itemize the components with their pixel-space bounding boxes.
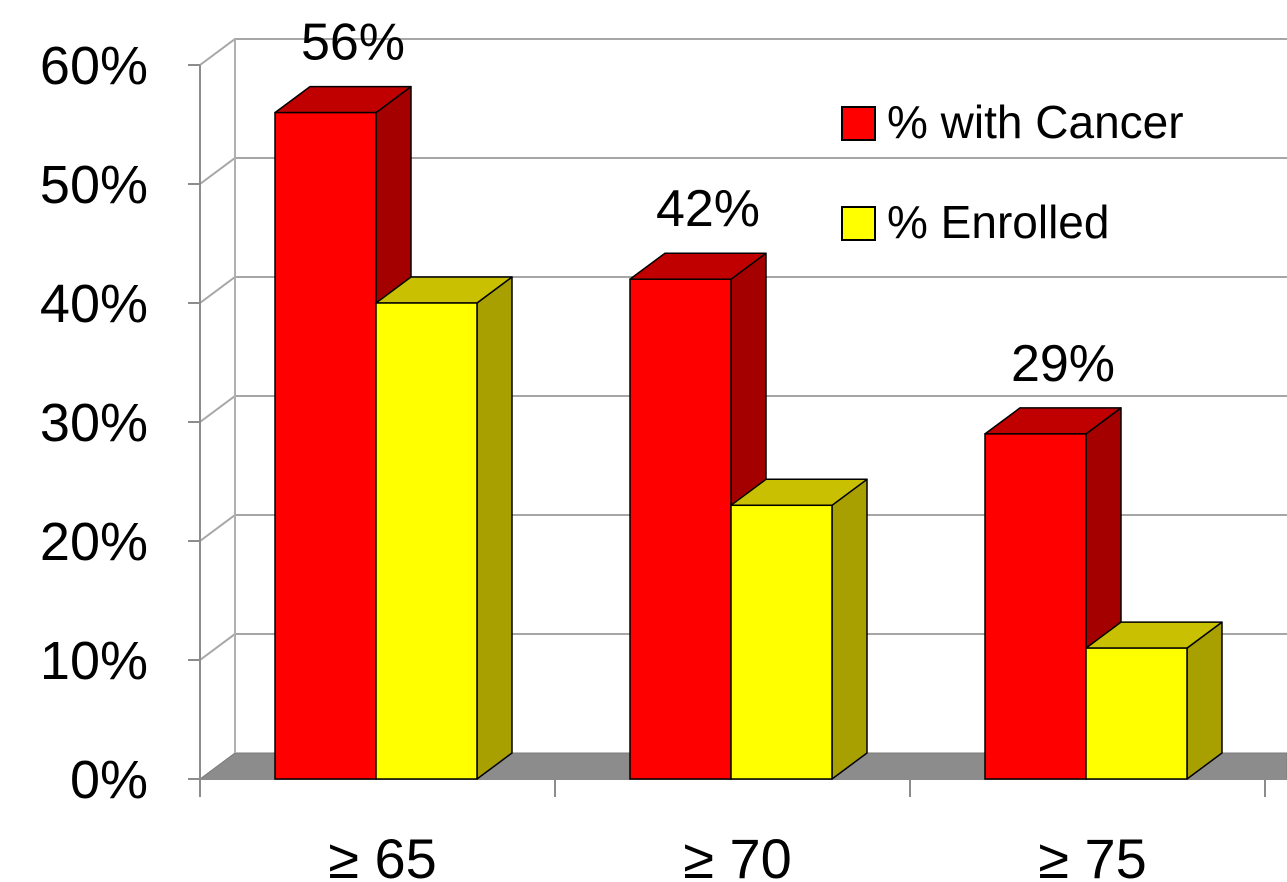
y-tick-labels: 0% 10% 20% 30% 40% 50% 60% bbox=[40, 36, 148, 810]
bar bbox=[730, 504, 833, 780]
legend-swatch bbox=[841, 106, 876, 141]
x-category-label: ≥ 70 bbox=[683, 827, 792, 882]
bar-side bbox=[1186, 621, 1223, 780]
y-tick-label: 10% bbox=[40, 631, 148, 691]
y-tick-label: 30% bbox=[40, 393, 148, 453]
bar-side bbox=[476, 276, 513, 780]
bar bbox=[274, 111, 377, 780]
data-label: 29% bbox=[1011, 335, 1115, 393]
y-tick-label: 20% bbox=[40, 512, 148, 572]
x-category-label: ≥ 75 bbox=[1038, 827, 1147, 882]
bar bbox=[984, 433, 1087, 780]
legend-label: % with Cancer bbox=[887, 96, 1184, 148]
bar-side bbox=[831, 478, 868, 780]
data-labels: 56% 42% 29% bbox=[301, 14, 1115, 393]
bars bbox=[274, 85, 1223, 780]
y-tick-label: 60% bbox=[40, 36, 148, 96]
data-label: 42% bbox=[656, 180, 760, 238]
x-category-labels: ≥ 65 ≥ 70 ≥ 75 bbox=[328, 827, 1147, 882]
bar bbox=[1085, 647, 1188, 780]
bar bbox=[629, 278, 732, 780]
legend-label: % Enrolled bbox=[887, 196, 1109, 248]
legend: % with Cancer % Enrolled bbox=[841, 96, 1184, 248]
y-tick-label: 40% bbox=[40, 274, 148, 334]
data-label: 56% bbox=[301, 14, 405, 72]
legend-swatch bbox=[841, 206, 876, 241]
bar bbox=[375, 302, 478, 780]
y-tick-label: 50% bbox=[40, 155, 148, 215]
x-category-label: ≥ 65 bbox=[328, 827, 437, 882]
y-tick-label: 0% bbox=[70, 750, 148, 810]
